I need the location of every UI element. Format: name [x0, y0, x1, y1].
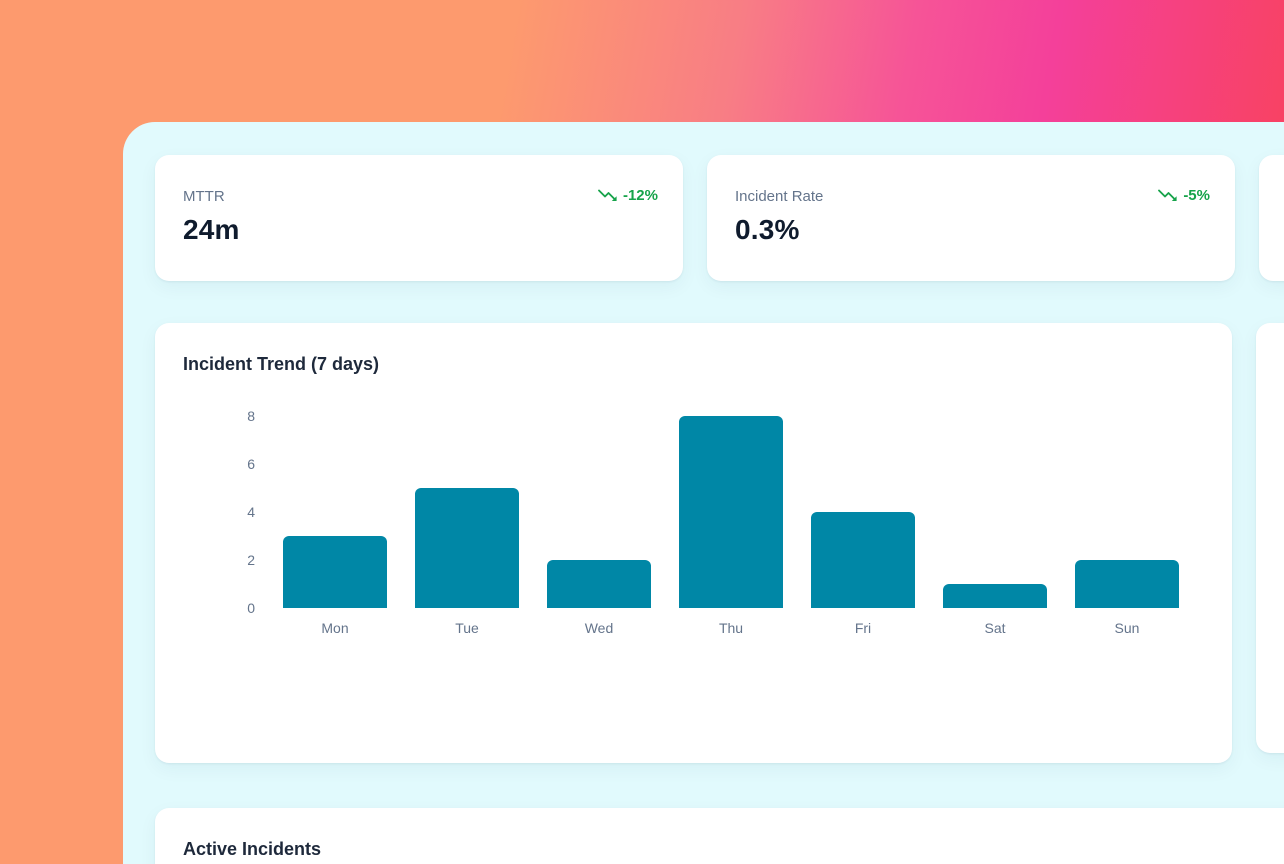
kpi-value: 24m [183, 214, 240, 245]
chart-title: Incident Trend (7 days) [183, 354, 380, 374]
y-axis-tick: 8 [247, 408, 255, 424]
kpi-card-incident-rate: Incident Rate 0.3% -5% [707, 155, 1235, 281]
trending-down-icon [598, 189, 617, 201]
x-axis-label: Sat [984, 620, 1006, 636]
trending-down-icon [1158, 189, 1177, 201]
kpi-value: 0.3% [735, 214, 800, 245]
bar-wed [547, 560, 651, 608]
bar-chart: 0 2 4 6 8 Mon Tue Wed Thu Fri Sat Sun [155, 323, 1232, 763]
kpi-label: MTTR [183, 188, 225, 205]
kpi-label: Incident Rate [735, 188, 824, 205]
x-axis-label: Thu [718, 620, 744, 636]
bar-tue [415, 488, 519, 608]
x-axis-label: Tue [455, 620, 479, 636]
y-axis-tick: 4 [247, 504, 255, 520]
x-axis-label: Fri [854, 620, 872, 636]
active-incidents-card: Active Incidents [155, 808, 1284, 864]
y-axis-tick: 2 [247, 552, 255, 568]
x-axis-label: Sun [1114, 620, 1140, 636]
bar-sun [1075, 560, 1179, 608]
kpi-trend-value: -12% [622, 187, 658, 204]
x-axis-label: Wed [584, 620, 614, 636]
bar-sat [943, 584, 1047, 608]
kpi-trend-value: -5% [1183, 187, 1210, 204]
kpi-trend-badge: -12% [598, 187, 658, 204]
kpi-card-partial [1259, 155, 1284, 281]
x-axis-label: Mon [321, 620, 349, 636]
bar-thu [679, 416, 783, 608]
active-incidents-title: Active Incidents [183, 839, 322, 859]
incident-trend-card: Incident Trend (7 days) 0 2 4 6 8 Mon Tue Wed Th… [155, 323, 1232, 763]
dashboard-panel: MTTR 24m -12% Incident Rate 0.3% -5% [123, 122, 1284, 864]
kpi-row: MTTR 24m -12% Incident Rate 0.3% -5% [155, 155, 1284, 281]
bar-mon [283, 536, 387, 608]
bar-fri [811, 512, 915, 608]
chart-row: Incident Trend (7 days) 0 2 4 6 8 Mon Tue Wed Th… [155, 323, 1284, 763]
side-card-partial [1256, 323, 1284, 753]
y-axis-tick: 0 [247, 600, 255, 616]
kpi-trend-badge: -5% [1158, 187, 1210, 204]
kpi-card-mttr: MTTR 24m -12% [155, 155, 683, 281]
y-axis-tick: 6 [247, 456, 255, 472]
